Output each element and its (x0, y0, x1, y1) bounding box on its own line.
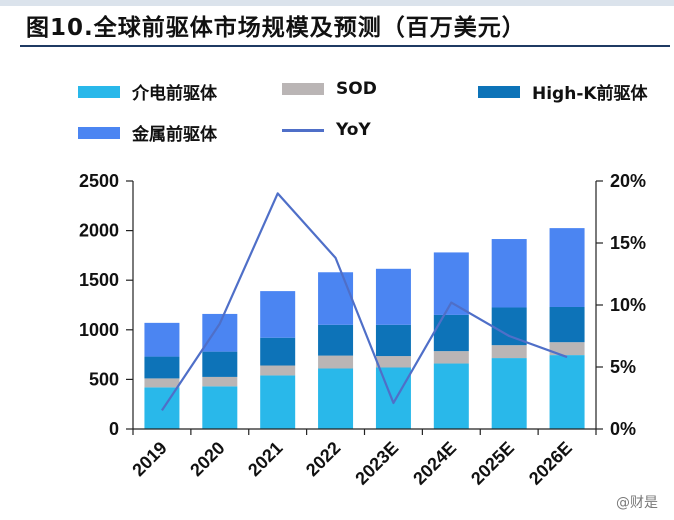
x-tick-label: 2019 (128, 438, 170, 480)
bar-segment-metal-2021 (260, 291, 296, 338)
bar-segment-sod-2023E (375, 356, 411, 368)
y-right-tick-label: 5% (610, 357, 636, 377)
y-left-tick-label: 2000 (79, 221, 119, 241)
y-right-tick-label: 0% (610, 419, 636, 439)
bar-segment-sod-2025E (491, 345, 527, 359)
y-right-tick-label: 10% (610, 295, 646, 315)
legend-swatch-metal (78, 126, 120, 139)
legend-swatch-sod (282, 83, 324, 95)
bar-segment-highk-2026E (549, 306, 585, 343)
bar-segment-highk-2019 (144, 356, 180, 379)
legend-label-highk: High-K前驱体 (532, 84, 648, 104)
legend-label-dielectric: 介电前驱体 (132, 84, 217, 104)
x-tick-label: 2021 (244, 438, 286, 480)
bar-segment-highk-2022 (318, 324, 354, 356)
bar-segment-dielectric-2024E (433, 363, 469, 429)
bar-segment-sod-2024E (433, 351, 469, 364)
y-left-tick-label: 2500 (79, 171, 119, 191)
bar-segment-sod-2026E (549, 342, 585, 356)
bar-segment-highk-2021 (260, 337, 296, 366)
bar-segment-metal-2020 (202, 313, 238, 352)
bar-segment-metal-2023E (375, 268, 411, 325)
bar-segment-dielectric-2021 (260, 375, 296, 429)
bar-segment-highk-2023E (375, 324, 411, 357)
legend-label-yoy: YoY (336, 120, 371, 140)
title-rule (20, 45, 670, 47)
x-tick-label: 2022 (302, 438, 344, 480)
legend-item-sod: SOD (282, 79, 377, 99)
legend-swatch-yoy (282, 128, 324, 132)
legend-item-metal: 金属前驱体 (78, 120, 217, 145)
bar-segment-sod-2019 (144, 378, 180, 388)
legend-item-highk: High-K前驱体 (478, 79, 648, 104)
legend-label-metal: 金属前驱体 (132, 125, 217, 145)
bar-segment-metal-2026E (549, 228, 585, 307)
bar-segment-metal-2025E (491, 239, 527, 308)
x-tick-label: 2020 (186, 438, 228, 480)
y-left-tick-label: 500 (89, 369, 119, 389)
legend-swatch-dielectric (78, 85, 120, 98)
page-title: 图10.全球前驱体市场规模及预测（百万美元） (26, 15, 526, 41)
bar-segment-sod-2021 (260, 365, 296, 376)
bar-segment-metal-2024E (433, 252, 469, 315)
y-left-tick-label: 0 (109, 419, 119, 439)
watermark-text: @财是 (616, 495, 658, 511)
bar-segment-sod-2022 (318, 355, 354, 369)
bar-segment-metal-2022 (318, 272, 354, 325)
top-rule (0, 0, 674, 6)
legend-item-dielectric: 介电前驱体 (78, 79, 217, 104)
bar-segment-highk-2024E (433, 314, 469, 352)
y-right-tick-label: 15% (610, 233, 646, 253)
legend-swatch-highk (478, 85, 520, 98)
bar-segment-metal-2019 (144, 322, 180, 357)
bar-segment-dielectric-2023E (375, 367, 411, 429)
bar-segment-dielectric-2022 (318, 368, 354, 429)
x-tick-label: 2026E (525, 438, 576, 489)
x-tick-label: 2023E (351, 438, 402, 489)
bar-segment-dielectric-2025E (491, 358, 527, 429)
bar-segment-sod-2020 (202, 376, 238, 387)
legend-item-yoy: YoY (282, 120, 371, 140)
legend-label-sod: SOD (336, 79, 377, 99)
bar-segment-highk-2020 (202, 351, 238, 377)
bar-segment-highk-2025E (491, 307, 527, 346)
y-left-tick-label: 1000 (79, 320, 119, 340)
bar-segment-dielectric-2020 (202, 386, 238, 429)
yoy-line (161, 192, 568, 412)
y-right-tick-label: 20% (610, 171, 646, 191)
x-tick-label: 2025E (467, 438, 518, 489)
x-tick-label: 2024E (409, 438, 460, 489)
y-left-tick-label: 1500 (79, 270, 119, 290)
bar-segment-dielectric-2026E (549, 355, 585, 429)
